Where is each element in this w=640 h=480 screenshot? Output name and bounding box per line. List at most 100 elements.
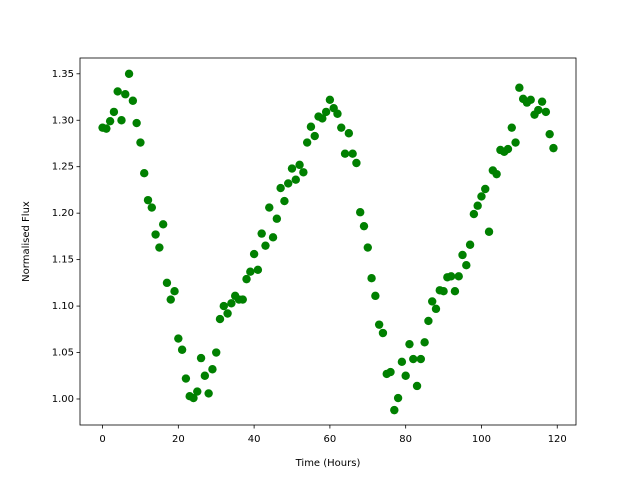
x-tick-label: 20 [172,434,185,445]
data-point [113,87,122,96]
data-point [450,287,460,296]
data-point [348,149,357,158]
data-point [321,107,331,117]
data-point [189,393,198,403]
data-point [378,328,388,338]
data-point [174,334,183,343]
data-point [147,203,157,212]
data-point [363,243,372,252]
y-tick-label: 1.10 [52,301,74,312]
data-point [424,316,433,326]
data-point [503,144,513,154]
data-point [140,169,149,178]
data-point [337,123,346,132]
data-point [200,371,210,380]
data-point [359,221,369,231]
data-point [386,367,395,377]
x-tick-label: 100 [472,434,491,445]
data-point [428,297,437,306]
data-point [412,381,422,391]
data-point [242,274,251,284]
plot-frame [79,57,577,426]
data-point [371,291,380,301]
data-point [177,345,187,354]
data-point [215,314,225,324]
data-point [193,387,202,396]
data-point [374,320,384,329]
data-point [284,179,293,188]
data-point [276,183,285,193]
data-point [272,214,282,223]
data-point [446,272,456,281]
data-point [257,229,266,238]
data-point [265,203,274,212]
data-point [473,201,482,210]
data-point [261,241,270,250]
y-tick-label: 1.05 [52,348,74,359]
data-point [477,192,486,201]
data-point [344,129,354,138]
data-point [155,243,164,252]
data-point [249,249,259,259]
data-point [295,160,304,170]
data-point [469,209,479,219]
data-point [367,274,376,283]
x-tick-label: 60 [324,434,337,445]
data-point [492,169,501,179]
data-point [534,105,543,115]
data-point [545,129,554,139]
x-tick-label: 80 [399,434,412,445]
data-point [227,299,236,308]
data-point [526,95,535,105]
data-point [481,184,490,194]
x-tick-label: 120 [548,434,567,445]
x-axis-label: Time (Hours) [295,458,361,469]
data-point [246,267,255,276]
data-point [136,138,145,147]
data-point [462,260,471,270]
x-tick-label: 0 [99,434,105,445]
data-point [151,230,160,239]
data-point [268,233,278,242]
y-axis-label: Normalised Flux [21,201,32,282]
data-point [299,168,308,177]
data-point [223,309,232,318]
data-point [420,338,429,347]
data-point [124,69,134,78]
data-point [181,374,191,383]
data-point [162,278,172,288]
data-point [109,107,119,117]
data-point [416,354,426,364]
data-point [238,295,247,304]
y-tick-label: 1.15 [52,255,74,266]
data-point [318,114,327,123]
data-point [280,196,289,206]
data-point [439,287,448,296]
data-point [484,227,494,236]
data-point [170,287,179,296]
data-point [393,393,403,403]
data-point [390,405,399,415]
data-point [409,354,418,364]
x-tick-label: 40 [248,434,261,445]
data-point [302,138,312,147]
data-point [105,116,115,126]
data-point [465,240,475,249]
data-point [340,149,350,158]
data-point [549,143,558,153]
data-point [356,208,365,217]
data-point [208,365,217,374]
data-point [287,164,297,173]
data-point [121,90,130,99]
data-point [102,124,111,133]
data-point [196,353,206,363]
y-tick-label: 1.35 [52,69,74,80]
data-point [143,195,153,205]
y-tick-label: 1.25 [52,162,74,173]
data-point [401,371,410,380]
data-point [397,357,407,367]
data-point [117,116,126,125]
data-point [166,295,175,304]
data-point [325,95,335,105]
